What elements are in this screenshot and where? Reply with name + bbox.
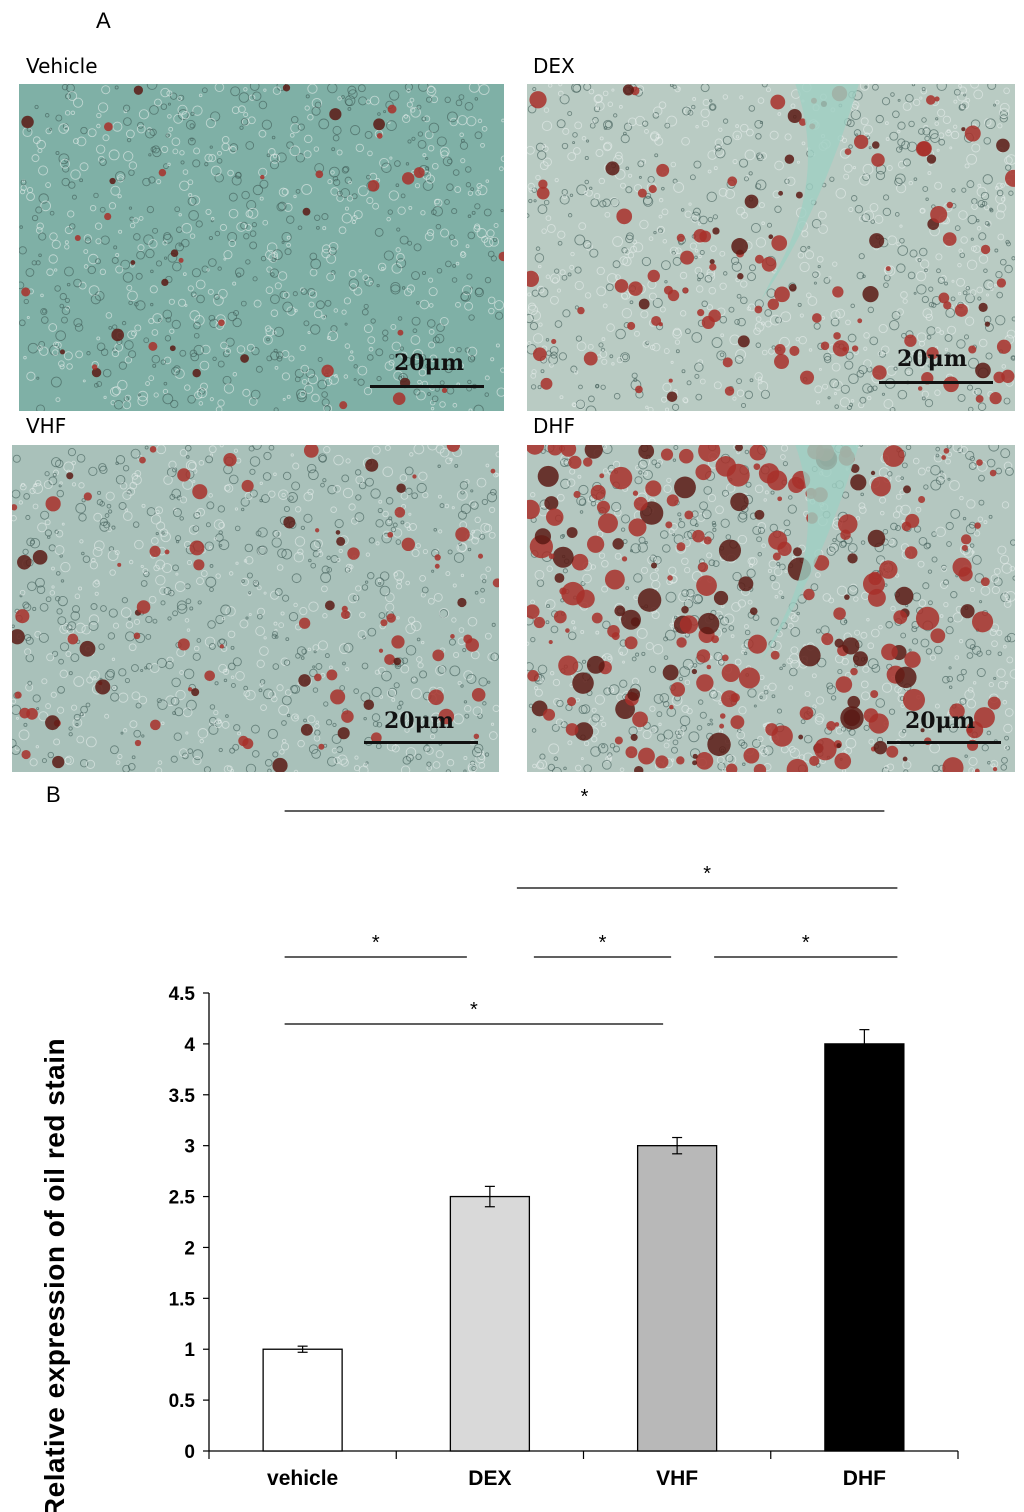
bar-vhf	[636, 1145, 718, 1452]
panel-label-b: B	[46, 782, 61, 807]
significance-star: *	[703, 863, 711, 885]
bar-chart: 0 0.5 1 1.5 2 2.5 3 3.5 4 4.5 vehicle DEX VHF DHF Rela…	[39, 786, 959, 1512]
bar-dhf	[824, 1043, 905, 1452]
micrograph-dex	[527, 84, 1015, 411]
micrograph-label-vehicle: Vehicle	[26, 54, 98, 78]
micrograph-label-dhf: DHF	[533, 414, 575, 438]
significance-star: *	[581, 786, 589, 808]
scale-label-dex: 20μm	[897, 346, 967, 372]
x-tick-label: VHF	[656, 1467, 698, 1490]
scale-bar-dhf	[887, 741, 1001, 744]
panel-label-a: A	[96, 8, 111, 33]
micrograph-texture	[527, 445, 1015, 772]
scale-bar-dex	[879, 381, 993, 384]
scale-label-vhf: 20μm	[384, 708, 454, 734]
scale-label-vehicle: 20μm	[394, 350, 464, 376]
micrograph-vhf	[12, 445, 499, 772]
significance-star: *	[470, 999, 478, 1021]
x-tick-label: vehicle	[267, 1467, 338, 1490]
bar-vehicle	[262, 1348, 343, 1452]
micrograph-texture	[527, 84, 1015, 411]
micrograph-texture	[12, 445, 499, 772]
significance-star: *	[372, 932, 380, 954]
y-tick-label: 3	[184, 1137, 195, 1158]
scale-bar-vhf	[364, 741, 478, 744]
y-tick-label: 4	[184, 1035, 195, 1056]
y-tick-label: 1	[184, 1340, 195, 1361]
y-tick-label: 2.5	[169, 1188, 196, 1209]
micrograph-vehicle	[19, 84, 504, 411]
micrograph-label-dex: DEX	[533, 54, 575, 78]
y-tick-label: 1.5	[169, 1289, 196, 1310]
significance-star: *	[599, 932, 607, 954]
x-tick-label: DEX	[468, 1467, 511, 1490]
y-tick-label: 4.5	[169, 984, 196, 1005]
scale-bar-vehicle	[370, 385, 484, 388]
y-tick-label: 3.5	[169, 1086, 196, 1107]
micrograph-texture	[19, 84, 504, 411]
error-bar-vhf	[672, 1136, 683, 1155]
error-bar-vehicle	[297, 1345, 308, 1353]
micrograph-dhf	[527, 445, 1015, 772]
significance-star: *	[802, 932, 810, 954]
y-axis-label: Relative expression of oil red stain	[39, 1038, 70, 1512]
y-tick-label: 0	[184, 1442, 195, 1463]
bar-dex	[449, 1195, 531, 1452]
y-tick-label: 2	[184, 1238, 195, 1259]
scale-label-dhf: 20μm	[905, 708, 975, 734]
y-tick-label: 0.5	[169, 1391, 196, 1412]
micrograph-label-vhf: VHF	[26, 414, 67, 438]
x-tick-label: DHF	[843, 1467, 886, 1490]
error-bar-dex	[484, 1185, 495, 1208]
error-bar-dhf	[859, 1029, 870, 1059]
